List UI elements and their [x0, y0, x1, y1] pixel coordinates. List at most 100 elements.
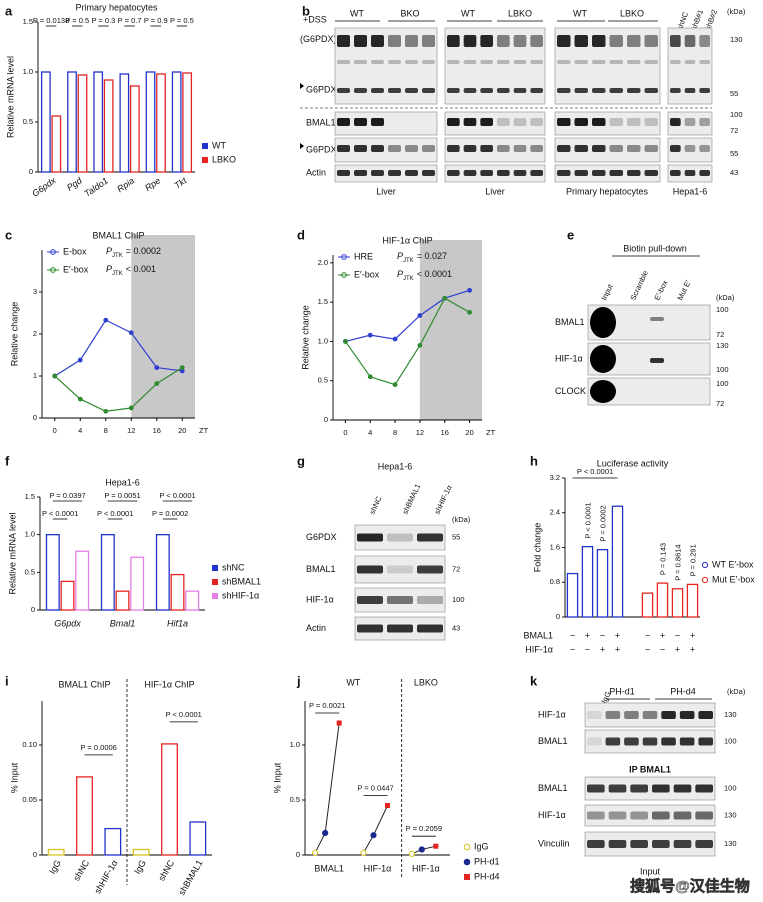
- bar: [104, 827, 122, 856]
- p-value: P = 0.5: [170, 16, 194, 25]
- y-tick-label: 2.0: [318, 258, 328, 267]
- p-value: P = 0.0138: [33, 16, 69, 25]
- panel-letter: b: [302, 3, 310, 18]
- point: [179, 365, 185, 370]
- lane-group-label: WT: [573, 8, 587, 18]
- legend-label: E-box: [63, 246, 87, 256]
- bar: [596, 549, 609, 618]
- band: [337, 88, 350, 93]
- band: [387, 533, 413, 542]
- p-value: P = 0.0006: [80, 743, 116, 752]
- band: [644, 35, 658, 47]
- shaded-region: [131, 235, 195, 418]
- band: [417, 565, 443, 574]
- legend-marker: [341, 272, 347, 278]
- band: [447, 60, 460, 64]
- band: [630, 811, 648, 820]
- band: [684, 35, 696, 47]
- band: [337, 60, 350, 64]
- band: [387, 565, 413, 574]
- band: [592, 118, 606, 126]
- y-tick-label: 0: [31, 605, 35, 614]
- row-label: BMAL1: [306, 117, 336, 127]
- band: [644, 145, 658, 152]
- point: [322, 829, 329, 837]
- band: [592, 35, 606, 47]
- x-tick-label: 0: [53, 426, 57, 435]
- x-tick-label: Taldo1: [82, 175, 110, 199]
- y-axis-label: % Input: [272, 762, 282, 793]
- input-label: Input: [640, 866, 661, 876]
- p-value: P = 0.0002: [152, 509, 188, 518]
- bar: [170, 573, 185, 611]
- tissue-label: Hepa1-6: [673, 186, 708, 196]
- band: [513, 60, 527, 64]
- p-subscript: JTK: [403, 258, 414, 264]
- kda-marker: 72: [716, 399, 724, 408]
- band: [422, 145, 435, 152]
- band: [684, 170, 696, 176]
- kda-marker: 100: [452, 595, 465, 604]
- p-value: P = 0.9: [144, 16, 168, 25]
- bar: [641, 592, 654, 618]
- arrow: [300, 83, 304, 89]
- legend-label: shNC: [222, 562, 245, 572]
- p-symbol: P: [106, 246, 112, 256]
- band: [463, 145, 477, 152]
- condition-sign: +: [600, 644, 605, 654]
- y-tick-label: 1.5: [25, 492, 35, 501]
- band: [405, 60, 418, 64]
- kda-marker: 72: [716, 330, 724, 339]
- x-tick-label: 0: [343, 428, 347, 437]
- band: [652, 811, 670, 820]
- x-tick-label: 20: [465, 428, 473, 437]
- bar: [189, 821, 207, 856]
- kda-marker: 72: [452, 564, 460, 573]
- legend-label: shHIF-1α: [222, 590, 259, 600]
- y-tick-label: 3: [33, 287, 37, 296]
- band: [592, 145, 606, 152]
- band: [605, 737, 621, 746]
- bar: [75, 550, 90, 611]
- band: [354, 88, 367, 93]
- band: [650, 317, 664, 321]
- band: [684, 88, 696, 93]
- bar: [155, 534, 170, 611]
- band: [587, 840, 605, 848]
- p-value: P < 0.0001: [159, 491, 195, 500]
- blot-title: Biotin pull-down: [623, 243, 687, 253]
- band: [574, 145, 588, 152]
- x-tick-label: Rpe: [143, 175, 162, 193]
- row-label: Actin: [306, 167, 326, 177]
- blot: [444, 164, 546, 183]
- dimer-label: (G6PDX)2: [300, 34, 341, 47]
- point: [103, 317, 109, 323]
- band: [627, 118, 641, 126]
- band: [590, 345, 616, 373]
- bar: [656, 582, 669, 618]
- point: [370, 832, 377, 839]
- band: [670, 118, 681, 126]
- y-tick-label: 1.0: [290, 740, 300, 749]
- condition-label: HIF-1α: [525, 644, 553, 654]
- p-value: P = 0.0051: [104, 491, 140, 500]
- band: [609, 88, 623, 93]
- x-tick-label: Rpia: [115, 175, 136, 194]
- band: [354, 170, 367, 176]
- y-axis-label: Relative change: [9, 302, 19, 367]
- blot: [584, 776, 716, 801]
- legend-label: E′-box: [63, 264, 89, 274]
- band: [417, 624, 443, 633]
- y-tick-label: 0.05: [22, 795, 37, 804]
- bar: [45, 534, 60, 611]
- x-tick-label: Tkt: [172, 175, 188, 191]
- x-tick-label: G6pdx: [54, 618, 81, 628]
- band: [608, 784, 627, 793]
- y-tick-label: 0: [33, 850, 37, 859]
- condition-sign: +: [675, 644, 680, 654]
- panel-letter: k: [530, 673, 538, 688]
- band: [422, 35, 435, 47]
- band: [627, 35, 641, 47]
- band: [609, 170, 623, 176]
